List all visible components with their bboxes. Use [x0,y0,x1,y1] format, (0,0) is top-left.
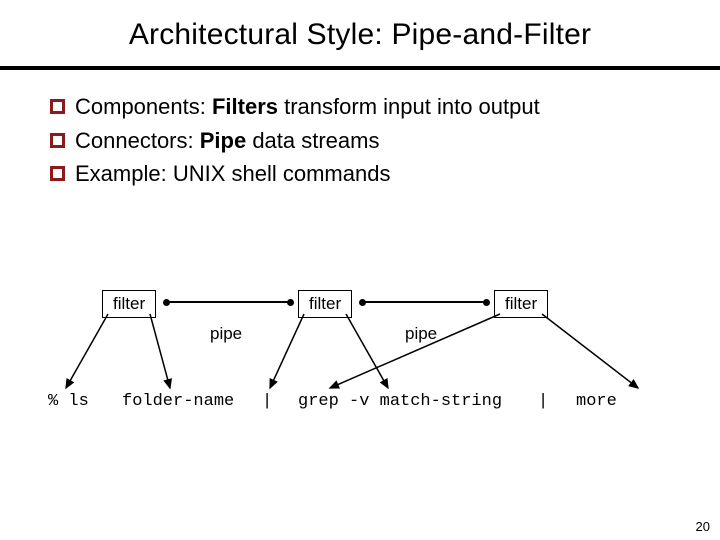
cmd-more: more [576,392,617,411]
page-number: 20 [696,519,710,534]
bullet-bold: Pipe [200,128,246,153]
bullet-text: Connectors: Pipe data streams [75,126,379,156]
bullet-text: Components: Filters transform input into… [75,92,540,122]
bullet-item: Components: Filters transform input into… [50,92,680,122]
bullet-fragment: transform input into output [278,94,540,119]
cmd-pipe1: | [262,392,272,411]
bullet-text: Example: UNIX shell commands [75,159,390,189]
bullet-square-icon [50,99,65,114]
bullet-fragment: data streams [246,128,379,153]
bullet-item: Example: UNIX shell commands [50,159,680,189]
cmd-pipe2: | [538,392,548,411]
bullet-list: Components: Filters transform input into… [50,92,680,189]
bullet-fragment: Components: [75,94,212,119]
pipe-filter-diagram: filter filter filter pipe pipe % ls fold… [0,280,720,480]
horizontal-rule [0,66,720,70]
slide-title: Architectural Style: Pipe-and-Filter [0,0,720,52]
bullet-square-icon [50,166,65,181]
cmd-grep: grep -v match-string [298,392,502,411]
cmd-folder: folder-name [122,392,234,411]
slide: Architectural Style: Pipe-and-Filter Com… [0,0,720,540]
bullet-fragment: Connectors: [75,128,200,153]
bullet-bold: Filters [212,94,278,119]
cmd-prompt: % ls [48,392,89,411]
bullet-square-icon [50,133,65,148]
bullet-item: Connectors: Pipe data streams [50,126,680,156]
arrow-layer [0,280,720,480]
